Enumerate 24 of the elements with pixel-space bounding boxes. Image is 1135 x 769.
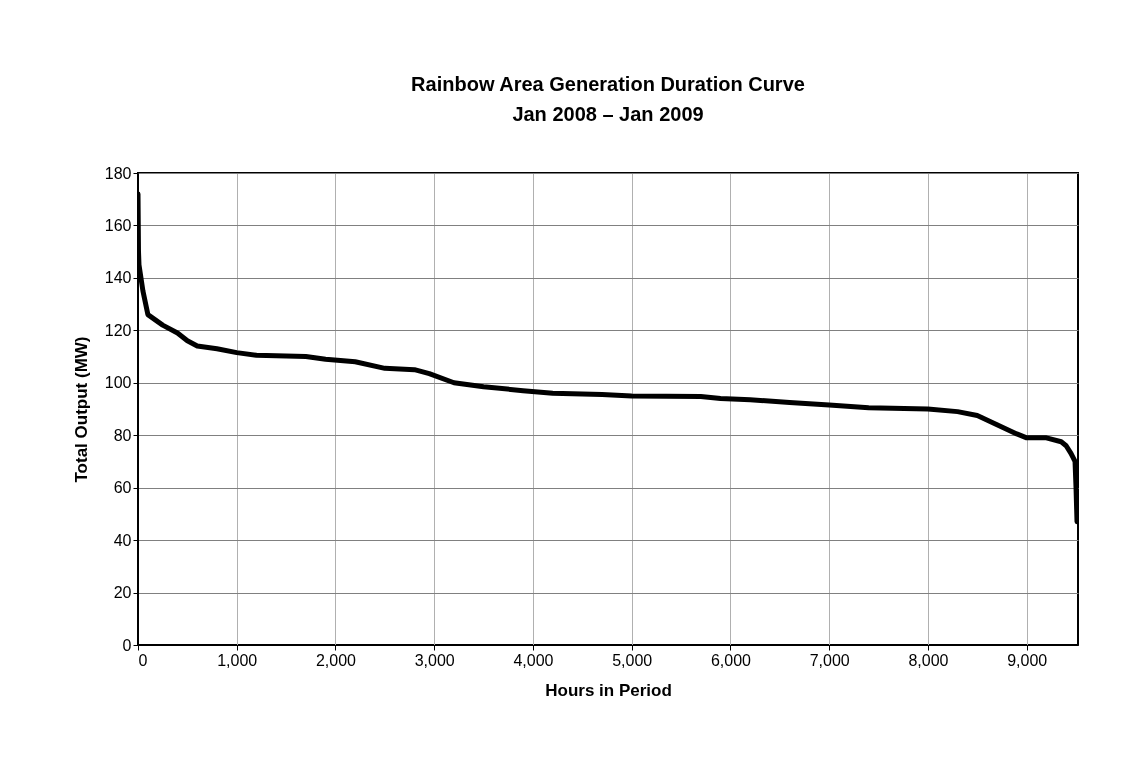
y-axis-title: Total Output (MW) xyxy=(71,336,91,483)
y-tick-label: 180 xyxy=(104,164,132,182)
y-tick-label: 160 xyxy=(104,216,132,234)
y-tick-label: 20 xyxy=(113,584,132,602)
x-tick-label: 5,000 xyxy=(612,651,653,669)
x-tick-label: 2,000 xyxy=(315,651,357,669)
x-tick-label: 8,000 xyxy=(908,651,949,669)
y-tick-label: 40 xyxy=(113,531,132,549)
x-tick-label: 4,000 xyxy=(513,651,554,669)
x-tick-label: 9,000 xyxy=(1007,651,1048,669)
y-tick-label: 120 xyxy=(104,321,132,339)
y-tick-label: 60 xyxy=(113,479,132,497)
y-tick-label: 0 xyxy=(122,636,132,654)
chart-title: Rainbow Area Generation Duration Curve xyxy=(411,73,805,95)
y-tick-label: 140 xyxy=(104,269,132,287)
y-tick-label: 80 xyxy=(113,426,132,444)
x-axis-title: Hours in Period xyxy=(545,680,672,700)
y-tick-label: 100 xyxy=(104,374,132,392)
x-tick-label: 7,000 xyxy=(809,651,850,669)
x-tick-label: 0 xyxy=(138,651,148,669)
x-tick-label: 1,000 xyxy=(217,651,258,669)
x-tick-label: 6,000 xyxy=(710,651,752,669)
x-tick-label: 3,000 xyxy=(414,651,455,669)
chart-subtitle: Jan 2008 – Jan 2009 xyxy=(512,103,704,125)
